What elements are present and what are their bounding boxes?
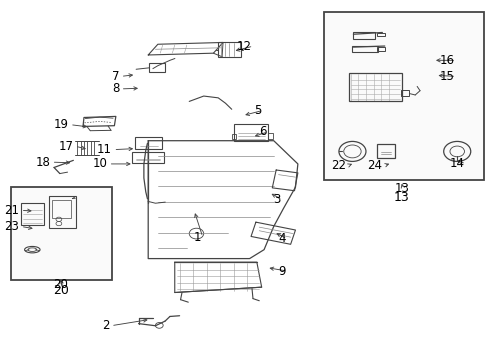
Bar: [51, 200, 71, 217]
Text: 19: 19: [53, 118, 69, 131]
Bar: [11, 187, 112, 280]
Text: 16: 16: [440, 54, 455, 67]
Text: 8: 8: [112, 82, 119, 95]
Text: 17: 17: [58, 140, 74, 153]
Bar: [232, 134, 236, 139]
Text: 2: 2: [102, 319, 110, 332]
Text: 6: 6: [259, 125, 267, 138]
Text: 9: 9: [278, 265, 286, 278]
Text: 4: 4: [278, 233, 286, 246]
Bar: [377, 33, 385, 36]
Bar: [149, 63, 165, 72]
Text: 20: 20: [53, 284, 69, 297]
Bar: [49, 196, 76, 228]
Text: 5: 5: [254, 104, 262, 117]
Text: 13: 13: [394, 192, 410, 204]
Text: 23: 23: [4, 220, 19, 233]
Text: 22: 22: [331, 159, 346, 172]
Text: 7: 7: [112, 70, 119, 83]
Text: 15: 15: [440, 70, 455, 83]
Bar: [353, 32, 375, 39]
Text: 1: 1: [194, 231, 201, 244]
Bar: [21, 203, 45, 225]
Bar: [234, 124, 269, 141]
Bar: [348, 73, 402, 102]
Bar: [132, 152, 164, 163]
Text: 14: 14: [449, 157, 465, 170]
Text: 21: 21: [4, 204, 19, 217]
Text: 11: 11: [97, 143, 112, 156]
Text: 12: 12: [237, 40, 252, 53]
Text: 13: 13: [394, 183, 409, 195]
Text: 10: 10: [92, 157, 107, 170]
Text: 24: 24: [368, 159, 382, 172]
Bar: [218, 42, 242, 57]
Bar: [269, 133, 273, 139]
Bar: [352, 46, 378, 52]
Bar: [377, 47, 385, 51]
Text: 3: 3: [273, 193, 281, 206]
Text: 20: 20: [53, 278, 68, 291]
Bar: [135, 137, 162, 149]
Bar: [377, 144, 395, 158]
Bar: [401, 90, 410, 96]
Bar: [324, 12, 484, 180]
Text: 18: 18: [35, 156, 50, 168]
